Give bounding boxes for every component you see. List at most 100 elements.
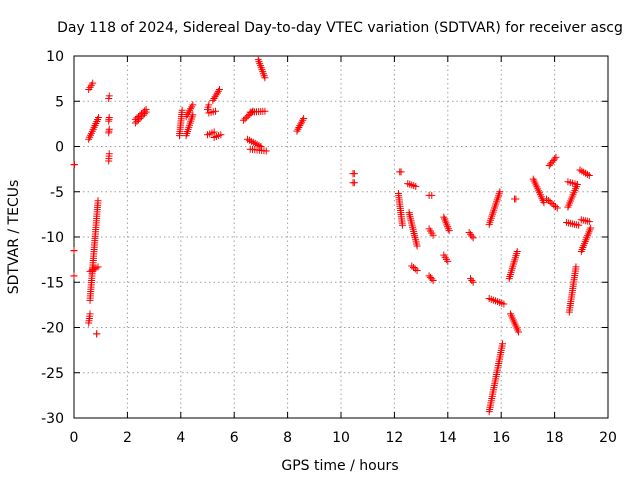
data-point [585,171,593,179]
data-point [138,110,146,118]
data-point [216,85,224,93]
data-point [500,300,508,308]
data-point [211,93,219,101]
y-tick-labels: -30 -25 -20 -15 -10 -5 0 5 10 [41,49,64,427]
data-point [136,111,144,119]
data-point [261,107,269,115]
data-point [70,247,78,255]
data-point [134,113,142,121]
data-point [297,120,305,128]
data-point [429,276,437,284]
data-point [469,234,477,242]
x-tick-label: 8 [283,430,292,446]
data-point [178,106,186,114]
x-tick-label: 4 [176,430,185,446]
data-point [466,275,474,283]
x-tick-label: 6 [230,430,239,446]
data-point [189,101,197,109]
data-point [546,198,554,206]
y-tick-label: -25 [41,366,64,382]
x-tick-label: 2 [123,430,132,446]
data-point [398,221,406,229]
data-point [544,196,552,204]
data-point [241,115,249,123]
x-tick-label: 18 [546,430,564,446]
data-point [513,247,521,255]
data-point [573,181,581,189]
data-point [550,201,558,209]
data-point [105,114,113,122]
data-point [499,340,507,348]
y-tick-label: -30 [41,411,64,427]
data-point [350,170,358,178]
data-point [298,118,306,126]
data-point [94,263,102,271]
data-point [212,107,220,115]
data-point [71,161,79,169]
data-point [512,195,520,203]
data-point [142,105,150,113]
data-point [572,263,580,271]
data-point [543,195,551,203]
data-point [212,91,220,99]
data-point [209,96,217,104]
data-point [214,87,222,95]
data-point [243,113,251,121]
y-tick-label: 0 [55,140,64,156]
data-point [548,200,556,208]
data-point [105,150,113,158]
data-point [540,199,548,207]
data-point [262,147,270,155]
data-point [444,257,452,265]
data-point [294,125,302,133]
data-point [428,275,436,283]
data-point [468,276,476,284]
y-tick-label: -5 [50,185,64,201]
data-point [445,227,453,235]
x-tick-label: 20 [599,430,617,446]
data-point [247,109,255,117]
data-point [429,231,437,239]
data-point [469,278,477,286]
data-point [411,265,419,273]
data-point [413,266,421,274]
data-point [86,310,94,318]
data-point [412,182,420,190]
grid-lines [74,56,608,418]
data-point [496,188,504,196]
data-point [299,116,307,124]
data-point [466,230,474,238]
x-tick-label: 14 [439,430,457,446]
data-point [465,228,473,236]
y-tick-label: -20 [41,321,64,337]
data-points [70,56,595,416]
x-tick-labels: 0 2 4 6 8 10 12 14 16 18 20 [70,430,617,446]
y-tick-label: -10 [41,230,64,246]
data-point [139,108,147,116]
y-tick-label: -15 [41,275,64,291]
data-point [515,328,523,336]
data-point [350,179,358,187]
data-point [552,153,560,161]
data-point [244,112,252,120]
data-point [94,197,102,205]
plot-frame [73,55,609,419]
data-point [575,221,583,229]
data-point [257,143,265,150]
data-point [89,79,97,87]
data-point [141,107,149,115]
data-point [585,218,593,226]
x-tick-label: 10 [332,430,350,446]
data-point [261,74,269,82]
y-tick-label: 5 [55,94,64,110]
x-axis-label: GPS time / hours [281,458,398,474]
data-point [105,125,113,133]
data-point [413,242,421,250]
data-point [131,115,139,123]
data-point [295,123,303,131]
y-axis-label: SDTVAR / TECUs [6,180,22,295]
x-tick-label: 0 [70,430,79,446]
data-point [95,114,103,122]
x-tick-label: 16 [492,430,510,446]
